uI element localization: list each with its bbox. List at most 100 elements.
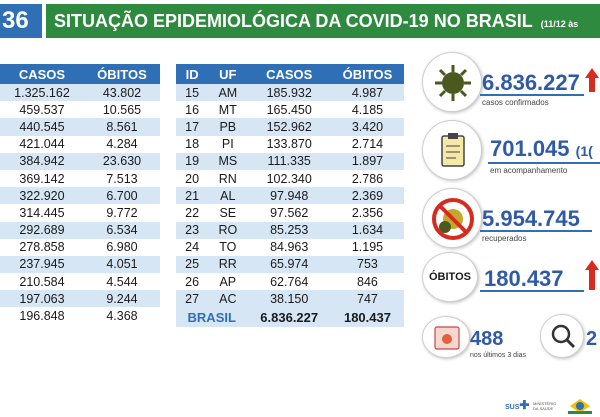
cell-casos: 133.870 xyxy=(247,135,331,153)
cell-id: 19 xyxy=(176,152,209,170)
cell-casos: 84.963 xyxy=(247,238,331,256)
cell-casos: 322.920 xyxy=(0,187,84,205)
cell-casos: 237.945 xyxy=(0,255,84,274)
recovered-value: 5.954.745 xyxy=(482,206,580,231)
clipboard-icon xyxy=(441,133,465,167)
cell-obitos: 6.534 xyxy=(83,221,160,239)
cell-uf: AC xyxy=(208,290,248,308)
cell-obitos: 9.772 xyxy=(83,204,160,222)
page-title: SITUAÇÃO EPIDEMIOLÓGICA DA COVID-19 NO B… xyxy=(46,4,600,38)
col-obitos: ÓBITOS xyxy=(330,64,404,84)
table-row: 23 RO 85.253 1.634 xyxy=(176,221,404,239)
brazil-flag-logo xyxy=(568,399,592,414)
table-row: 278.858 6.980 xyxy=(0,238,160,256)
cell-casos: 1.325.162 xyxy=(0,84,84,102)
cell-uf: SE xyxy=(208,204,248,222)
cell-obitos: 2.356 xyxy=(330,204,404,222)
header: 36 SITUAÇÃO EPIDEMIOLÓGICA DA COVID-19 N… xyxy=(0,0,600,44)
cell-obitos: 4.185 xyxy=(330,101,404,119)
cell-id: 17 xyxy=(176,118,209,136)
confirmed-value: 6.836.227 xyxy=(482,70,580,95)
cell-obitos: 23.630 xyxy=(83,152,160,170)
recovered-label: recuperados xyxy=(482,234,527,243)
cell-id: 27 xyxy=(176,290,209,308)
cell-casos: 440.545 xyxy=(0,118,84,136)
deaths-circle: ÓBITOS xyxy=(422,252,478,302)
cell-casos: 97.562 xyxy=(247,204,331,222)
cell-obitos: 846 xyxy=(330,273,404,291)
cell-obitos: 4.987 xyxy=(330,84,404,102)
cross-icon: ✚ xyxy=(519,398,530,412)
table-row: 25 RR 65.974 753 xyxy=(176,255,404,274)
monitoring-suffix: (1( xyxy=(575,143,593,159)
cell-casos: 111.335 xyxy=(247,152,331,170)
table-header-row: ID UF CASOS ÓBITOS xyxy=(176,64,404,84)
deaths-value: 180.437 xyxy=(484,266,564,291)
virus-icon xyxy=(435,65,471,101)
recovered-circle xyxy=(422,188,482,248)
table-row: 314.445 9.772 xyxy=(0,204,160,222)
table-row: 24 TO 84.963 1.195 xyxy=(176,238,404,256)
cell-obitos: 7.513 xyxy=(83,169,160,188)
investigating-value: 2 xyxy=(586,328,598,350)
cell-uf: MT xyxy=(208,101,248,119)
cell-obitos: 753 xyxy=(330,255,404,274)
arrow-stem xyxy=(589,270,595,290)
table-row: 22 SE 97.562 2.356 xyxy=(176,204,404,222)
cell-uf: RN xyxy=(208,169,248,188)
cell-uf: PI xyxy=(208,135,248,153)
cell-obitos: 6.980 xyxy=(83,238,160,256)
bulletin-number: 36 xyxy=(0,4,42,38)
table-row: 197.063 9.244 xyxy=(0,290,160,308)
ministry-logo: MINISTÉRIO DA SAÚDE xyxy=(533,401,557,411)
states-table-left: CASOS ÓBITOS 1.325.162 43.802 459.537 10.56… xyxy=(0,64,160,325)
recent-circle xyxy=(422,316,470,358)
cell-id: 20 xyxy=(176,169,209,188)
cell-obitos: 1.897 xyxy=(330,152,404,170)
footer: SUS✚ MINISTÉRIO DA SAÚDE xyxy=(0,396,600,417)
table-row: 18 PI 133.870 2.714 xyxy=(176,135,404,153)
col-id: ID xyxy=(176,64,209,84)
monitoring-circle xyxy=(422,120,482,180)
recent-value: 488 xyxy=(470,328,504,350)
cell-obitos: 2.786 xyxy=(330,169,404,188)
cell-uf: RO xyxy=(208,221,248,239)
cell-casos: 97.948 xyxy=(247,187,331,205)
cell-id: 21 xyxy=(176,187,209,205)
total-label: BRASIL xyxy=(176,307,248,328)
cell-uf: MS xyxy=(208,152,248,170)
cell-id: 15 xyxy=(176,84,209,102)
cell-casos: 459.537 xyxy=(0,101,84,119)
arrow-stem xyxy=(589,78,595,92)
table-row: 27 AC 38.150 747 xyxy=(176,290,404,308)
table-row: 19 MS 111.335 1.897 xyxy=(176,152,404,170)
table-row: 459.537 10.565 xyxy=(0,101,160,119)
table-row: 322.920 6.700 xyxy=(0,187,160,205)
cell-casos: 152.962 xyxy=(247,118,331,136)
table-row: 421.044 4.284 xyxy=(0,135,160,153)
cell-casos: 62.764 xyxy=(247,273,331,291)
cell-obitos: 10.565 xyxy=(83,101,160,119)
table-row: 26 AP 62.764 846 xyxy=(176,273,404,291)
cell-obitos: 8.561 xyxy=(83,118,160,136)
cell-obitos: 2.369 xyxy=(330,187,404,205)
cell-casos: 384.942 xyxy=(0,152,84,170)
table-row: 196.848 4.368 xyxy=(0,307,160,325)
col-obitos: ÓBITOS xyxy=(83,64,160,84)
arrow-up-icon xyxy=(585,68,599,78)
cell-uf: TO xyxy=(208,238,248,256)
confirmed-label: casos confirmados xyxy=(482,98,549,107)
no-virus-icon xyxy=(432,198,474,240)
table-row: 210.584 4.544 xyxy=(0,273,160,291)
title-subtitle: (11/12 às xyxy=(540,19,579,29)
cell-id: 18 xyxy=(176,135,209,153)
cell-obitos: 4.284 xyxy=(83,135,160,153)
cell-obitos: 9.244 xyxy=(83,290,160,308)
table-row: 17 PB 152.962 3.420 xyxy=(176,118,404,136)
divider xyxy=(480,290,584,292)
cell-uf: AL xyxy=(208,187,248,205)
cell-uf: RR xyxy=(208,255,248,274)
recent-label: nos últimos 3 dias xyxy=(470,352,527,359)
cell-obitos: 4.544 xyxy=(83,273,160,291)
table-header-row: CASOS ÓBITOS xyxy=(0,64,160,84)
